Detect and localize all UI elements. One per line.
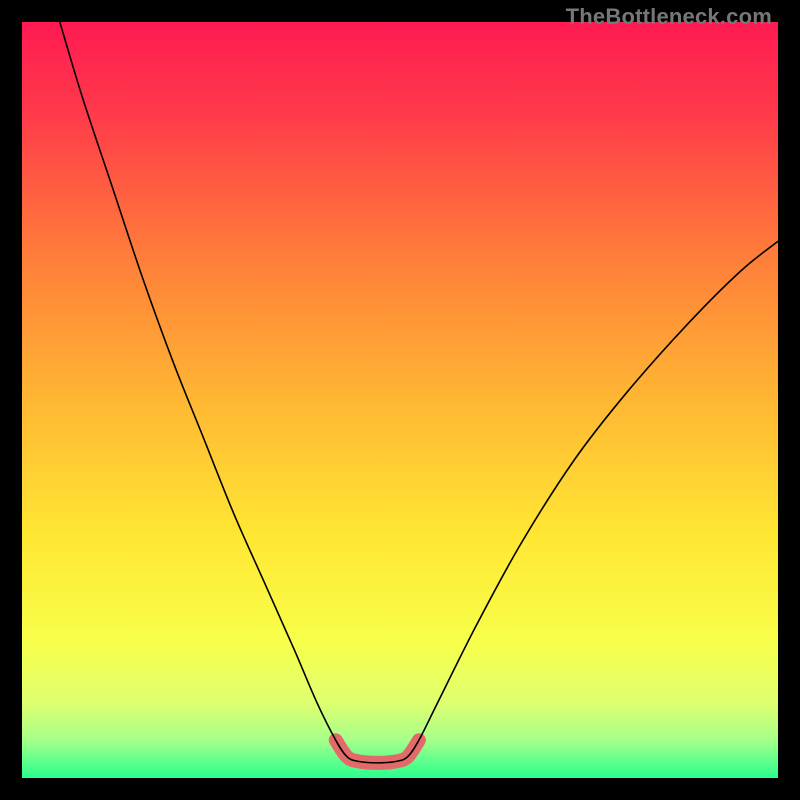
curve-layer [22, 22, 778, 778]
watermark-text: TheBottleneck.com [566, 4, 772, 30]
plot-area [22, 22, 778, 778]
valley-highlight [336, 740, 419, 763]
chart-frame: TheBottleneck.com [0, 0, 800, 800]
bottleneck-curve [60, 22, 778, 763]
